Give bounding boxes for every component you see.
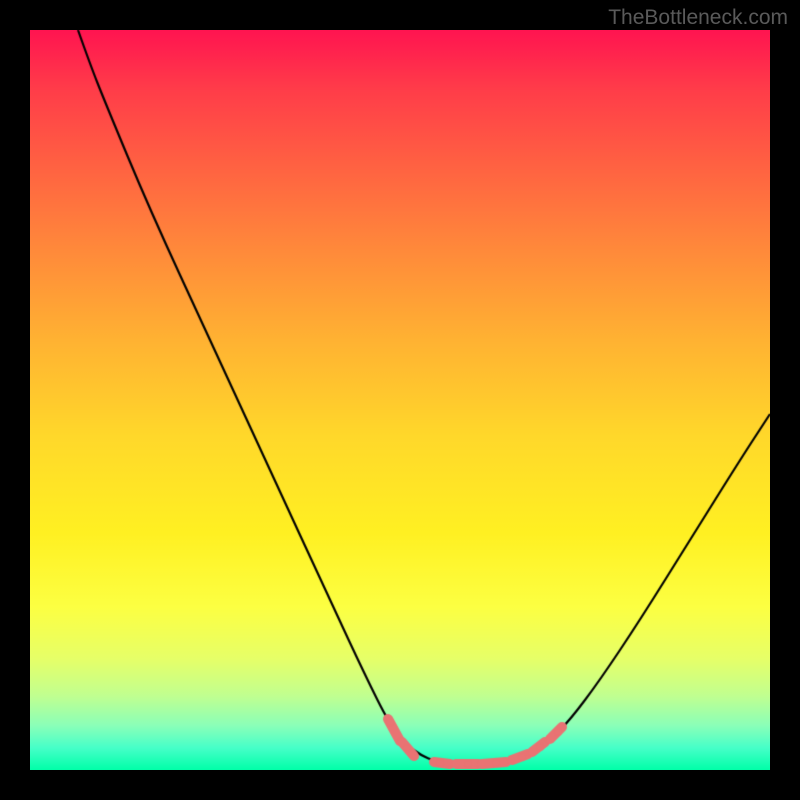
- watermark-text: TheBottleneck.com: [608, 6, 788, 30]
- bottleneck-curve-canvas: [0, 0, 800, 800]
